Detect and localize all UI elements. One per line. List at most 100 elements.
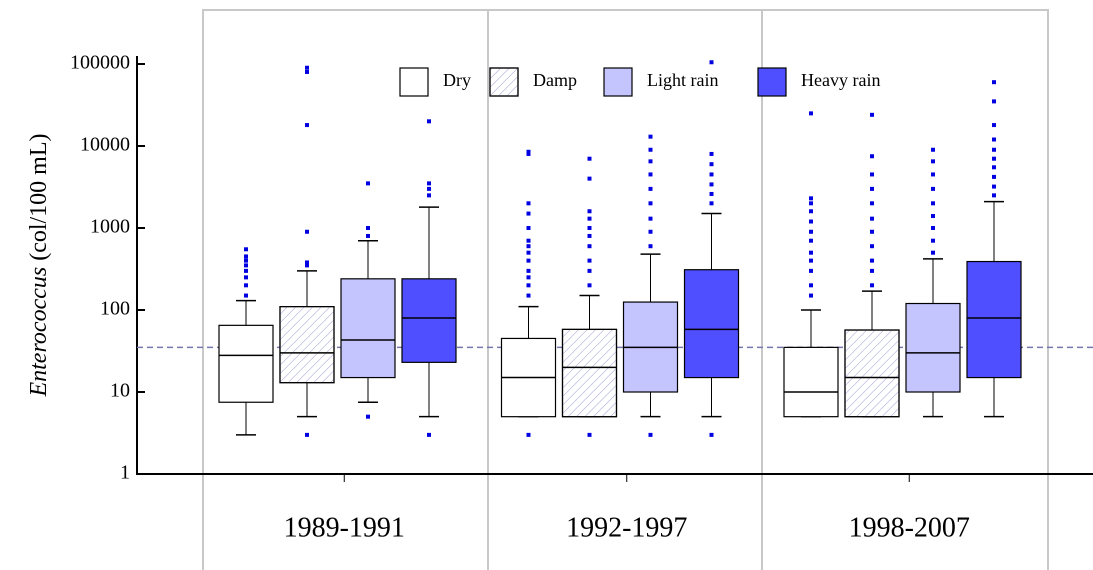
outlier xyxy=(305,69,309,74)
legend-label: Light rain xyxy=(647,70,718,90)
outlier xyxy=(427,193,431,198)
box-hatch xyxy=(279,306,335,384)
outlier xyxy=(587,432,592,437)
outlier xyxy=(709,60,714,65)
outlier xyxy=(870,283,874,288)
outlier xyxy=(648,147,653,152)
outlier xyxy=(709,201,714,206)
x-tick-label: 1998-2007 xyxy=(849,512,970,543)
x-tick-label: 1992-1997 xyxy=(566,512,687,543)
y-axis-label: Enterococcus (col/100 mL) xyxy=(26,133,52,397)
outlier xyxy=(305,65,309,70)
box xyxy=(966,260,1022,379)
outlier xyxy=(931,214,935,219)
box xyxy=(783,346,839,418)
outlier xyxy=(427,181,431,186)
outlier xyxy=(648,229,653,234)
outlier xyxy=(427,432,431,437)
outlier xyxy=(244,275,248,280)
outlier xyxy=(648,432,653,437)
outlier xyxy=(870,244,874,249)
outlier xyxy=(587,156,592,161)
y-tick-label: 10000 xyxy=(80,134,130,156)
outlier xyxy=(244,254,248,259)
outlier xyxy=(809,111,813,116)
outlier xyxy=(809,201,813,206)
outlier xyxy=(992,156,996,161)
outlier xyxy=(526,250,531,255)
outlier xyxy=(526,283,531,288)
outlier xyxy=(648,244,653,249)
outlier xyxy=(870,229,874,234)
outlier xyxy=(992,80,996,85)
box xyxy=(401,278,457,363)
outlier xyxy=(648,172,653,177)
y-tick-label: 100000 xyxy=(70,52,130,74)
outlier xyxy=(992,123,996,128)
frame xyxy=(202,9,1049,570)
x-tick-label: 1989-1991 xyxy=(284,512,405,543)
outlier xyxy=(244,283,248,288)
outlier xyxy=(366,233,370,238)
outlier xyxy=(809,238,813,243)
outlier xyxy=(305,123,309,128)
outlier xyxy=(809,258,813,263)
y-tick-label: 10 xyxy=(110,380,130,402)
outlier xyxy=(427,186,431,191)
box xyxy=(218,324,274,403)
outlier xyxy=(809,209,813,214)
outlier xyxy=(648,216,653,221)
outlier xyxy=(870,258,874,263)
outlier xyxy=(809,250,813,255)
y-tick-label: 1 xyxy=(120,462,130,484)
outlier xyxy=(587,233,592,238)
y-tick-label: 1000 xyxy=(90,216,130,238)
outlier xyxy=(709,432,714,437)
outlier xyxy=(870,186,874,191)
outlier xyxy=(305,229,309,234)
outlier xyxy=(931,186,935,191)
legend-swatch xyxy=(399,67,429,97)
outlier xyxy=(809,293,813,298)
outlier xyxy=(587,209,592,214)
outlier xyxy=(427,119,431,124)
outlier xyxy=(992,193,996,198)
outlier xyxy=(809,229,813,234)
outlier xyxy=(870,112,874,117)
box-hatch xyxy=(561,328,618,418)
y-label-rest: (col/100 mL) xyxy=(26,133,52,260)
outlier xyxy=(305,263,309,268)
y-label-italic: Enterococcus xyxy=(26,267,52,398)
outlier xyxy=(244,258,248,263)
outlier xyxy=(709,172,714,177)
outlier xyxy=(526,149,531,154)
outlier xyxy=(709,191,714,196)
outlier xyxy=(992,147,996,152)
outlier xyxy=(587,176,592,181)
outlier xyxy=(244,293,248,298)
outlier xyxy=(526,268,531,273)
outlier xyxy=(931,201,935,206)
outlier xyxy=(809,196,813,201)
outlier xyxy=(587,258,592,263)
outlier xyxy=(870,216,874,221)
legend-swatch xyxy=(603,67,633,97)
outlier xyxy=(366,226,370,230)
outlier xyxy=(870,201,874,206)
outlier xyxy=(366,414,370,419)
outlier xyxy=(526,201,531,206)
outlier xyxy=(809,219,813,224)
outlier xyxy=(992,99,996,104)
outlier xyxy=(648,201,653,206)
box xyxy=(340,278,396,379)
outlier xyxy=(709,182,714,187)
outlier xyxy=(870,154,874,159)
outlier xyxy=(526,211,531,216)
outlier xyxy=(931,226,935,230)
legend-label: Damp xyxy=(533,70,577,90)
outlier xyxy=(305,260,309,265)
outlier xyxy=(648,186,653,191)
outlier xyxy=(992,165,996,170)
outlier xyxy=(587,283,592,288)
